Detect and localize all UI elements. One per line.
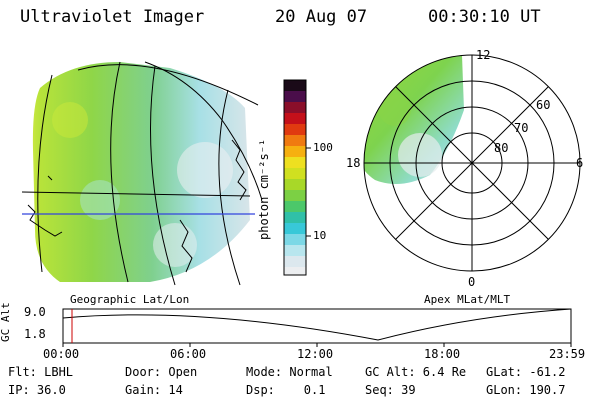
geo-caption: Geographic Lat/Lon <box>70 293 190 306</box>
alt-xtick-0000: 00:00 <box>43 347 80 361</box>
instrument-title: Ultraviolet Imager <box>20 7 205 27</box>
alt-xtick-1200: 12:00 <box>297 347 334 361</box>
alt-ytick-1-8: 1.8 <box>24 327 46 341</box>
colorbar <box>283 79 311 276</box>
status-gain: Gain: 14 <box>125 383 183 397</box>
status-door: Door: Open <box>125 365 198 379</box>
geographic-image <box>22 61 262 286</box>
observation-date: 20 Aug 07 <box>275 7 368 27</box>
status-glat: GLat: -61.2 <box>486 365 566 379</box>
colorbar-tick-100: 100 <box>313 141 333 154</box>
lat-label-80: 80 <box>494 141 509 155</box>
polar-caption: Apex MLat/MLT <box>424 293 511 306</box>
alt-ytick-9: 9.0 <box>24 305 46 319</box>
status-seq: Seq: 39 <box>365 383 416 397</box>
colorbar-tick-10: 10 <box>313 229 327 242</box>
mlt-label-6: 6 <box>576 156 584 170</box>
status-dsp: Dsp: 0.1 <box>246 383 326 397</box>
lat-label-60: 60 <box>536 98 551 112</box>
alt-ylabel: GC Alt <box>0 302 12 342</box>
alt-xtick-0600: 06:00 <box>170 347 207 361</box>
alt-xtick-2359: 23:59 <box>549 347 586 361</box>
alt-xtick-1800: 18:00 <box>424 347 461 361</box>
lat-label-70: 70 <box>514 121 529 135</box>
mlt-label-0: 0 <box>468 275 476 289</box>
observation-time: 00:30:10 UT <box>428 7 541 27</box>
status-mode: Mode: Normal <box>246 365 333 379</box>
status-filter: Flt: LBHL <box>8 365 74 379</box>
altitude-panel <box>62 308 572 347</box>
status-ip: IP: 36.0 <box>8 383 66 397</box>
polar-plot <box>363 54 581 272</box>
colorbar-unit: photon cm⁻²s⁻¹ <box>257 138 271 240</box>
mlt-label-12: 12 <box>476 48 491 62</box>
status-glon: GLon: 190.7 <box>486 383 566 397</box>
status-gc-alt: GC Alt: 6.4 Re <box>365 365 467 379</box>
mlt-label-18: 18 <box>346 156 361 170</box>
